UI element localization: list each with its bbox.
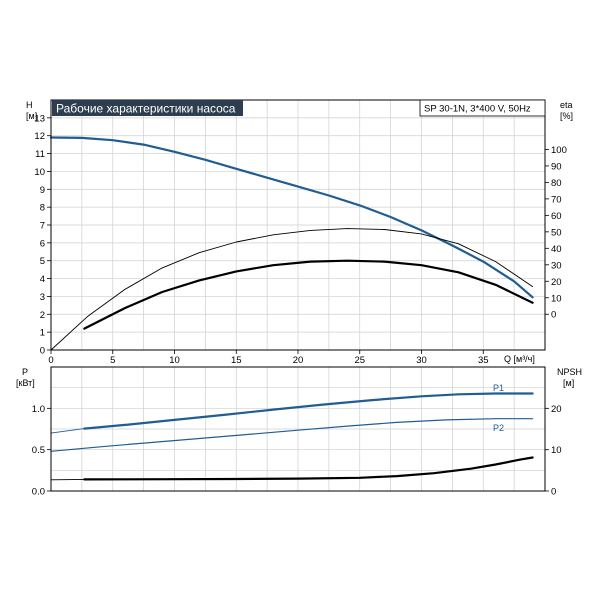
y-left-tick-label: 0	[40, 346, 45, 357]
y-left-tick-label: 1.0	[32, 404, 45, 415]
y-right-tick-label: 80	[551, 178, 562, 189]
y-right-tick-label: 70	[551, 194, 562, 205]
y-left-tick-label: 2	[40, 310, 45, 321]
x-tick-label: 0	[48, 355, 53, 366]
y-left-unit-top: [м]	[26, 111, 37, 121]
bottom-series-line-2	[50, 418, 534, 452]
y-right-label-bottom: NPSH	[557, 367, 582, 377]
y-right-tick-label: 90	[551, 161, 562, 172]
y-left-tick-label: 0.0	[32, 487, 45, 498]
series-label-p1: P1	[493, 383, 504, 393]
y-left-tick-label: 0.5	[32, 445, 45, 456]
y-right-tick-label: 60	[551, 211, 562, 222]
y-right-label-top: eta	[560, 100, 573, 110]
y-right-tick-label: 0	[551, 487, 556, 498]
y-right-unit-top: [%]	[560, 111, 573, 121]
model-label-box	[419, 99, 546, 117]
y-right-tick-label: 40	[551, 244, 562, 255]
top-series-line-1	[50, 228, 534, 351]
top-series-line-0	[49, 136, 534, 299]
y-left-tick-label: 4	[40, 274, 45, 285]
y-right-tick-label: 100	[551, 145, 567, 156]
x-axis-label: Q [м³/ч]	[504, 354, 535, 364]
y-left-tick-label: 8	[40, 203, 45, 214]
top-chart-grid	[51, 100, 545, 350]
y-left-tick-label: 5	[40, 256, 45, 267]
x-tick-label: 30	[416, 355, 427, 366]
x-tick-label: 35	[478, 355, 489, 366]
title-badge-bg	[52, 100, 243, 116]
bottom-chart-tick-labels: 0.0 0.5 1.0 0 10 20	[32, 404, 562, 498]
top-chart-tick-labels: 0123456789101112130102030405060708090100…	[34, 113, 566, 366]
x-tick-label: 10	[169, 355, 180, 366]
bottom-series-line-1	[50, 428, 85, 434]
y-left-tick-label: 13	[34, 113, 45, 124]
series-label-p2: P2	[493, 423, 504, 433]
title-badge: Рабочие характеристики насоса	[56, 102, 236, 116]
bottom-series-line-0	[83, 392, 534, 430]
bottom-chart-series	[50, 392, 534, 481]
x-tick-label: 15	[231, 355, 242, 366]
bottom-chart-frame	[50, 366, 546, 492]
y-left-label-top: H	[26, 100, 33, 110]
y-right-unit-bottom: [м]	[563, 378, 574, 388]
y-left-unit-bottom: [кВт]	[16, 378, 35, 388]
y-right-tick-label: 30	[551, 260, 562, 271]
y-left-tick-label: 1	[40, 328, 45, 339]
y-left-tick-label: 11	[35, 149, 45, 160]
y-left-tick-label: 10	[34, 167, 45, 178]
bottom-chart-grid	[51, 367, 545, 491]
top-series-line-2	[83, 259, 534, 330]
y-right-tick-label: 20	[551, 404, 562, 415]
y-left-label-bottom: P	[22, 367, 28, 377]
top-chart-series	[49, 136, 534, 351]
y-left-tick-label: 3	[40, 292, 45, 303]
y-right-tick-label: 50	[551, 227, 562, 238]
y-left-tick-label: 6	[40, 238, 45, 249]
model-label: SP 30-1N, 3*400 V, 50Hz	[424, 104, 531, 115]
y-right-tick-label: 0	[551, 310, 556, 321]
x-tick-label: 25	[354, 355, 365, 366]
y-left-tick-label: 12	[34, 131, 45, 142]
bottom-series-line-3	[83, 456, 534, 481]
x-tick-label: 20	[293, 355, 304, 366]
y-right-tick-label: 20	[551, 277, 562, 288]
y-left-tick-label: 7	[40, 221, 45, 232]
x-tick-label: 5	[110, 355, 115, 366]
y-right-tick-label: 10	[551, 445, 562, 456]
y-right-tick-label: 10	[551, 293, 562, 304]
y-left-tick-label: 9	[40, 185, 45, 196]
